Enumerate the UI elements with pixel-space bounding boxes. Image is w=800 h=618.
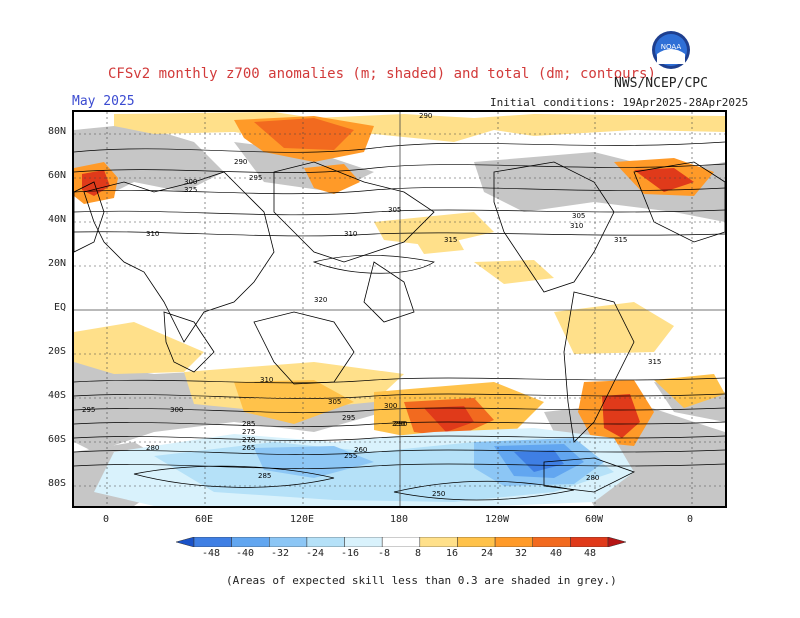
contour-label: 265 [242, 444, 255, 452]
skill-note: (Areas of expected skill less than 0.3 a… [226, 574, 617, 587]
organization-label: NWS/NCEP/CPC [614, 76, 708, 91]
colorbar-swatch [193, 537, 232, 547]
colorbar-swatch [269, 537, 308, 547]
map-panel: 290 290 295 300 305 310 315 320 325 310 … [72, 110, 727, 508]
contour-label: 305 [572, 212, 585, 220]
contour-label: 315 [614, 236, 627, 244]
contour-label: 260 [354, 446, 367, 454]
contour-label: 290 [392, 420, 405, 428]
colorbar-label: -24 [305, 548, 325, 559]
contour-label: 305 [388, 206, 401, 214]
contour-label: 295 [82, 406, 95, 414]
contour-label: 310 [146, 230, 159, 238]
colorbar-swatch [381, 537, 421, 547]
colorbar-swatch [176, 537, 195, 547]
lon-label: 0 [102, 514, 110, 525]
lat-lon-grid [74, 112, 725, 506]
contour-label: 310 [570, 222, 583, 230]
colorbar-swatch [344, 537, 383, 547]
colorbar-swatch [532, 537, 571, 547]
lat-label: 80N [47, 126, 66, 137]
colorbar-swatch [494, 537, 533, 547]
contour-label: 290 [419, 112, 432, 120]
contour-label: 280 [146, 444, 159, 452]
colorbar-swatch [607, 537, 626, 547]
colorbar-label: 24 [480, 548, 494, 559]
contour-label: 310 [260, 376, 273, 384]
lon-label: 60W [584, 514, 604, 525]
contour-label: 250 [432, 490, 445, 498]
contour-label: 300 [170, 406, 183, 414]
contour-label: 300 [384, 402, 397, 410]
noaa-logo: NOAA [652, 31, 690, 69]
lon-label: 120E [289, 514, 315, 525]
colorbar-swatch [231, 537, 270, 547]
lat-label: 60N [47, 170, 66, 181]
colorbar-label: 16 [445, 548, 459, 559]
contour-label: 295 [249, 174, 262, 182]
contour-label: 290 [394, 420, 407, 428]
contour-label: 280 [586, 474, 599, 482]
colorbar-label: 8 [414, 548, 422, 559]
lat-label: 20S [47, 346, 66, 357]
colorbar-label: 48 [583, 548, 597, 559]
contour-label: 305 [328, 398, 341, 406]
lon-label: 180 [389, 514, 409, 525]
height-contours [74, 141, 725, 501]
colorbar-swatch [419, 537, 458, 547]
lon-label: 0 [686, 514, 694, 525]
contour-label: 310 [344, 230, 357, 238]
colorbar-label: -48 [201, 548, 221, 559]
colorbar-label: -8 [377, 548, 391, 559]
contour-label: 290 [234, 158, 247, 166]
contour-label: 285 [258, 472, 271, 480]
lat-label: 80S [47, 478, 66, 489]
contour-label: 320 [314, 296, 327, 304]
lat-label: 40S [47, 390, 66, 401]
forecast-month: May 2025 [72, 94, 135, 109]
contour-label: 315 [648, 358, 661, 366]
lat-label: 60S [47, 434, 66, 445]
contour-label: 315 [444, 236, 457, 244]
lat-label: 20N [47, 258, 66, 269]
colorbar-label: -16 [340, 548, 360, 559]
colorbar-swatch [306, 537, 345, 547]
coastlines [74, 161, 725, 493]
noaa-logo-text: NOAA [661, 43, 682, 51]
contour-label: 300 [184, 178, 197, 186]
contour-label: 255 [344, 452, 357, 460]
contour-labels: 290 290 295 300 305 310 315 320 325 310 … [82, 112, 661, 498]
lat-label: EQ [53, 302, 66, 313]
colorbar-label: 32 [514, 548, 528, 559]
chart-title: CFSv2 monthly z700 anomalies (m; shaded)… [108, 66, 656, 82]
contour-label: 295 [342, 414, 355, 422]
lon-label: 60E [194, 514, 214, 525]
colorbar-swatch [570, 537, 609, 547]
lon-label: 120W [484, 514, 510, 525]
colorbar-label: -32 [270, 548, 290, 559]
colorbar-label: 40 [549, 548, 563, 559]
lat-label: 40N [47, 214, 66, 225]
colorbar-label: -40 [235, 548, 255, 559]
colorbar-swatch [457, 537, 496, 547]
contour-label: 285 [242, 420, 255, 428]
contour-label: 270 [242, 436, 255, 444]
map-canvas: 290 290 295 300 305 310 315 320 325 310 … [74, 112, 725, 506]
contour-label: 325 [184, 186, 197, 194]
initial-conditions: Initial conditions: 19Apr2025-28Apr2025 [490, 96, 749, 109]
colorbar [176, 537, 626, 547]
contour-label: 275 [242, 428, 255, 436]
